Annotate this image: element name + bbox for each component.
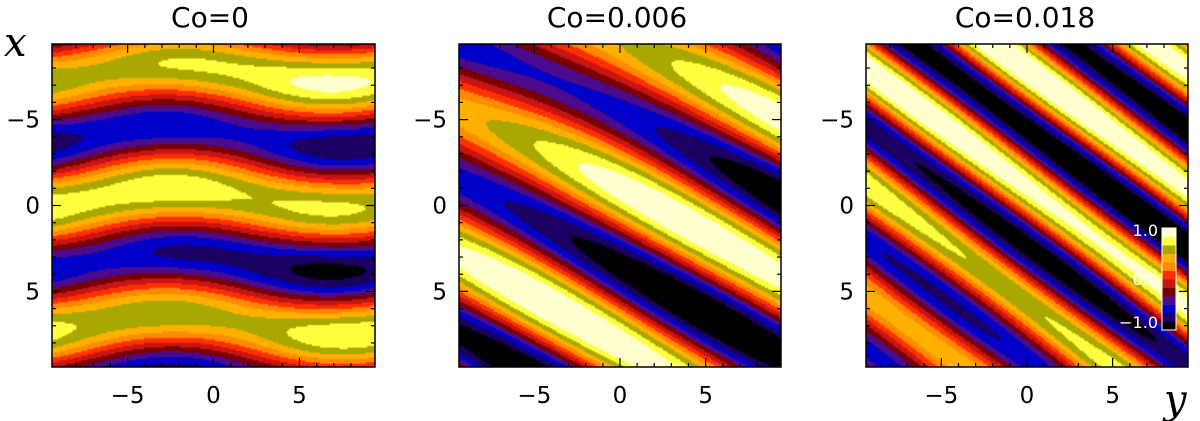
bottom-tick-label: −5 xyxy=(111,383,145,409)
colorbar-tick-label: 1.0 xyxy=(1133,221,1158,240)
left-tick-label: 5 xyxy=(432,279,447,305)
panel-3: −5 0 5 −5 0 5 xyxy=(820,43,1189,409)
colorbar-level xyxy=(1162,287,1176,297)
colorbar-frame xyxy=(1161,227,1177,331)
left-tick-label: 0 xyxy=(25,194,40,220)
left-tick-label: 0 xyxy=(839,194,854,220)
panel-3-title: Co=0.018 xyxy=(955,1,1095,34)
colorbar-level xyxy=(1162,236,1176,246)
colorbar-level xyxy=(1162,321,1176,331)
colorbar-level xyxy=(1162,279,1176,288)
left-tick-label: 0 xyxy=(432,194,447,220)
panels-group: −5 0 5 −5 0 5 −5 0 5 −5 0 5 −5 0 5 −5 0 5 1.0 0.0 −1.0 xyxy=(6,43,1189,409)
colorbar-level xyxy=(1162,270,1176,280)
bottom-tick-label: 5 xyxy=(698,383,713,409)
colorbar-level xyxy=(1162,228,1176,237)
bottom-tick-label: 5 xyxy=(292,383,307,409)
left-tick-label: 5 xyxy=(25,279,40,305)
colorbar-level xyxy=(1162,313,1176,322)
colorbar-tick-label: 0.0 xyxy=(1133,270,1158,289)
panel-1: −5 0 5 −5 0 5 xyxy=(6,43,376,409)
colorbar-level xyxy=(1162,262,1176,271)
bottom-tick-label: 0 xyxy=(206,383,221,409)
bottom-tick-label: −5 xyxy=(924,383,958,409)
y-axis-label: y xyxy=(1162,377,1188,421)
panel-3-heatmap xyxy=(866,44,1188,367)
colorbar-level xyxy=(1162,245,1176,254)
colorbar: 1.0 0.0 −1.0 xyxy=(1119,221,1177,332)
panel-1-title: Co=0 xyxy=(171,1,249,34)
panel-1-heatmap xyxy=(52,44,375,367)
panel-2: −5 0 5 −5 0 5 xyxy=(413,43,782,409)
bottom-tick-label: 0 xyxy=(1020,383,1035,409)
panel-2-title: Co=0.006 xyxy=(547,1,687,34)
colorbar-tick-label: −1.0 xyxy=(1119,313,1158,332)
bottom-tick-label: 0 xyxy=(613,383,628,409)
colorbar-level xyxy=(1162,296,1176,305)
panel-2-heatmap xyxy=(459,44,781,367)
x-axis-label: x xyxy=(4,20,27,66)
left-tick-label: 5 xyxy=(839,279,854,305)
left-tick-label: −5 xyxy=(413,108,447,134)
left-tick-label: −5 xyxy=(6,108,40,134)
colorbar-level xyxy=(1162,253,1176,263)
bottom-tick-label: −5 xyxy=(517,383,551,409)
bottom-tick-label: 5 xyxy=(1105,383,1120,409)
colorbar-level xyxy=(1162,304,1176,314)
left-tick-label: −5 xyxy=(820,108,854,134)
